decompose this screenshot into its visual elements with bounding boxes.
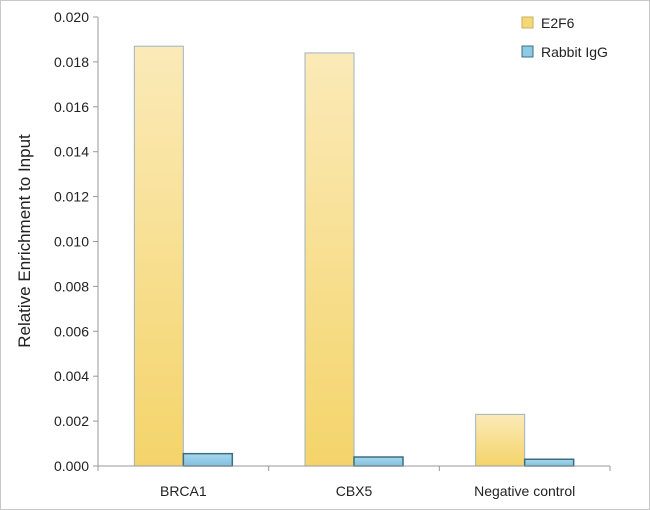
y-tick-label: 0.012 bbox=[54, 189, 89, 205]
bar-e2f6 bbox=[304, 52, 355, 467]
y-axis-label: Relative Enrichment to Input bbox=[15, 134, 34, 348]
legend-label: Rabbit IgG bbox=[541, 44, 608, 60]
x-tick-label: CBX5 bbox=[336, 483, 373, 499]
y-tick-label: 0.020 bbox=[54, 9, 89, 25]
y-tick-label: 0.004 bbox=[54, 368, 89, 384]
y-tick-label: 0.014 bbox=[54, 144, 89, 160]
y-tick-label: 0.006 bbox=[54, 323, 89, 339]
y-tick-label: 0.016 bbox=[54, 99, 89, 115]
legend-swatch bbox=[521, 45, 534, 58]
bar-rabbit-igg bbox=[353, 456, 404, 467]
legend-label: E2F6 bbox=[541, 15, 575, 31]
bar-rabbit-igg bbox=[182, 452, 234, 467]
y-tick-label: 0.002 bbox=[54, 413, 89, 429]
bar-e2f6 bbox=[475, 413, 526, 467]
bar-rabbit-igg bbox=[523, 458, 575, 467]
y-tick-label: 0.008 bbox=[54, 278, 89, 294]
legend-swatch bbox=[521, 16, 534, 29]
x-tick-label: BRCA1 bbox=[160, 483, 207, 499]
y-tick-label: 0.018 bbox=[54, 54, 89, 70]
y-tick-label: 0.000 bbox=[54, 458, 89, 474]
x-tick-label: Negative control bbox=[474, 483, 575, 499]
bar-e2f6 bbox=[133, 45, 184, 467]
y-tick-label: 0.010 bbox=[54, 234, 89, 250]
